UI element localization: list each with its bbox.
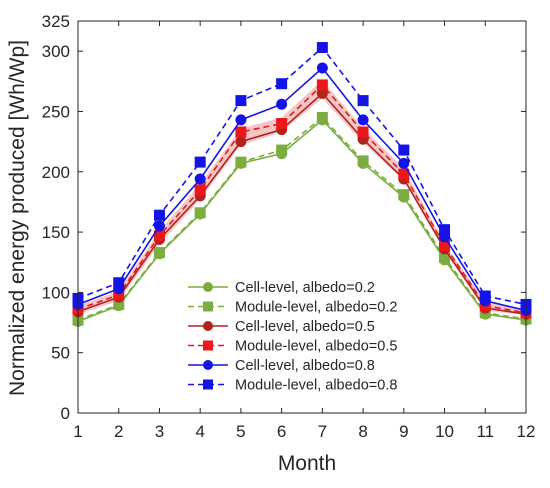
x-tick-label: 8: [358, 422, 367, 441]
series-line: [77, 92, 527, 315]
axes-layer: [77, 20, 527, 414]
data-point: [235, 156, 247, 168]
legend-label: Module-level, albedo=0.5: [235, 339, 397, 355]
plot-frame: [77, 20, 527, 414]
x-tick-label: 1: [73, 422, 82, 441]
legend-marker: [203, 301, 213, 312]
data-point: [316, 42, 328, 54]
legend-item: Cell-level, albedo=0.2: [188, 280, 375, 296]
data-point: [276, 144, 288, 156]
legend-item: Module-level, albedo=0.2: [188, 300, 397, 316]
data-point: [316, 79, 328, 91]
series-line: [77, 46, 527, 306]
y-axis-label: Normalized energy produced [Wh/Wp]: [6, 40, 29, 396]
legend-item: Module-level, albedo=0.8: [188, 378, 397, 394]
data-point: [398, 189, 410, 201]
legend-label: Module-level, albedo=0.2: [235, 300, 397, 316]
legend-marker: [203, 379, 213, 390]
data-point: [276, 78, 288, 90]
data-point: [194, 207, 206, 219]
series-line: [77, 83, 527, 314]
y-tick-label: 200: [42, 163, 70, 182]
data-point: [276, 118, 288, 130]
data-point: [439, 224, 451, 236]
series-line: [77, 118, 527, 323]
y-tick-label: 50: [51, 344, 70, 363]
x-tick-label: 4: [195, 422, 204, 441]
data-point: [276, 98, 288, 110]
x-tick-label: 7: [318, 422, 327, 441]
data-point: [153, 247, 165, 259]
series-line: [77, 116, 527, 321]
series-line: [77, 66, 527, 312]
data-point: [398, 168, 410, 180]
x-tick-label: 12: [517, 422, 536, 441]
x-tick-label: 6: [277, 422, 286, 441]
data-point: [357, 114, 369, 126]
y-tick-label: 0: [61, 404, 70, 423]
data-point: [113, 277, 125, 289]
data-point: [398, 144, 410, 156]
legend-marker: [203, 282, 213, 292]
data-point: [316, 62, 328, 74]
legend: Cell-level, albedo=0.2 Module-level, albe…: [188, 280, 397, 394]
legend-marker: [203, 360, 213, 370]
data-point: [235, 126, 247, 138]
x-tick-label: 9: [399, 422, 408, 441]
x-tick-label: 2: [114, 422, 123, 441]
legend-label: Cell-level, albedo=0.2: [235, 280, 375, 296]
x-tick-label: 3: [155, 422, 164, 441]
data-point: [153, 209, 165, 221]
x-axis-label: Month: [278, 452, 336, 475]
legend-label: Cell-level, albedo=0.8: [235, 358, 375, 374]
y-tick-label: 300: [42, 42, 70, 61]
legend-label: Module-level, albedo=0.8: [235, 378, 397, 394]
y-tick-label: 100: [42, 283, 70, 302]
x-tick-label: 11: [476, 422, 494, 441]
y-tick-label: 250: [42, 102, 70, 121]
data-point: [194, 173, 206, 185]
data-point: [398, 157, 410, 169]
data-point: [357, 95, 369, 107]
y-tick-label: 150: [42, 223, 70, 242]
data-point: [357, 126, 369, 138]
data-point: [194, 156, 206, 168]
data-point: [235, 114, 247, 126]
legend-item: Cell-level, albedo=0.8: [188, 358, 375, 374]
legend-marker: [203, 321, 213, 331]
legend-item: Cell-level, albedo=0.5: [188, 319, 375, 335]
data-point: [194, 184, 206, 196]
x-tick-label: 10: [435, 422, 454, 441]
data-point: [235, 95, 247, 107]
data-point: [153, 220, 165, 232]
y-tick-label: 325: [42, 12, 70, 31]
data-point: [316, 111, 328, 123]
data-point: [479, 290, 491, 302]
legend-marker: [203, 340, 213, 351]
series-layer: [72, 42, 532, 327]
legend-item: Module-level, albedo=0.5: [188, 339, 397, 355]
data-point: [357, 155, 369, 167]
x-tick-label: 5: [236, 422, 245, 441]
legend-label: Cell-level, albedo=0.5: [235, 319, 375, 335]
